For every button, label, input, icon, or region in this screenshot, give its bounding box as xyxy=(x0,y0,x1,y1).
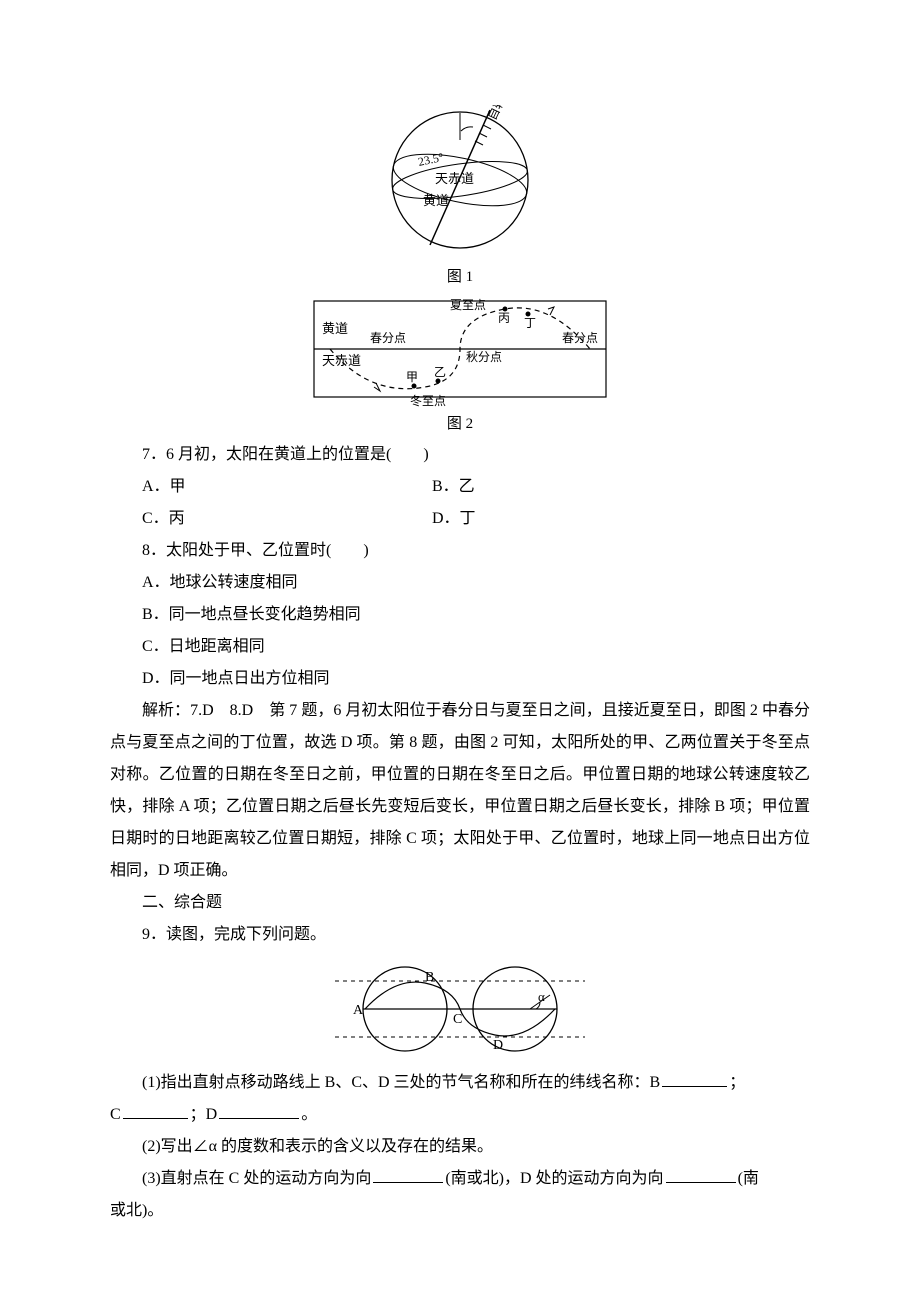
q9-sub2: (2)写出∠α 的度数和表示的含义以及存在的结果。 xyxy=(110,1131,810,1163)
blank-dir-c xyxy=(373,1166,443,1183)
fig2-huangdao: 黄道 xyxy=(322,321,348,336)
fig2-bing: 丙 xyxy=(498,311,510,325)
fig3-alpha: α xyxy=(538,989,545,1004)
fig1-label-tianchi: 天赤道 xyxy=(435,171,474,186)
figure-1-svg: 自转轴 23.5° 天赤道 黄道 xyxy=(365,105,555,260)
q9s1-t4: ；D xyxy=(190,1106,218,1123)
page: 自转轴 23.5° 天赤道 黄道 图 1 黄道 天赤道 春分点 xyxy=(0,0,920,1302)
blank-c xyxy=(123,1102,188,1119)
q7-option-a: A．甲 xyxy=(142,471,432,503)
blank-d xyxy=(219,1102,299,1119)
q9s3-t1: (3)直射点在 C 处的运动方向为向 xyxy=(142,1170,371,1187)
figure-1-caption: 图 1 xyxy=(110,262,810,292)
q9s3-t3: (南 xyxy=(738,1170,759,1187)
figure-2-caption: 图 2 xyxy=(110,409,810,439)
q9-sub1-line2: C ；D 。 xyxy=(110,1099,810,1131)
q9-sub1: (1)指出直射点移动路线上 B、C、D 三处的节气名称和所在的纬线名称：B ； xyxy=(110,1067,810,1099)
q9s3-t4: 或北)。 xyxy=(110,1202,163,1219)
fig2-jia: 甲 xyxy=(406,370,418,384)
q9-sub3: (3)直射点在 C 处的运动方向为向 (南或北)，D 处的运动方向为向 (南 xyxy=(110,1163,810,1195)
fig2-yi: 乙 xyxy=(434,365,446,379)
fig3-A: A xyxy=(353,1003,364,1018)
fig3-B: B xyxy=(425,970,434,985)
fig1-label-axis: 自转轴 xyxy=(484,105,513,122)
q7-option-b: B．乙 xyxy=(432,471,810,503)
fig2-chunfen-l: 春分点 xyxy=(370,331,406,345)
q9-stem: 9．读图，完成下列问题。 xyxy=(110,919,810,951)
q7-options-row1: A．甲 B．乙 xyxy=(110,471,810,503)
fig3-D: D xyxy=(493,1038,503,1053)
fig2-chunfen-r: 春分点 xyxy=(562,331,598,345)
q7-stem: 7．6 月初，太阳在黄道上的位置是( ) xyxy=(110,439,810,471)
blank-dir-d xyxy=(666,1166,736,1183)
fig1-label-angle: 23.5° xyxy=(417,150,445,169)
figure-2-svg: 黄道 天赤道 春分点 春分点 夏至点 秋分点 冬至点 甲 乙 丙 丁 xyxy=(310,297,610,407)
fig2-qiufen: 秋分点 xyxy=(466,350,502,364)
fig2-ding: 丁 xyxy=(524,316,536,330)
q7-options-row2: C．丙 D．丁 xyxy=(110,503,810,535)
fig2-tianchi: 天赤道 xyxy=(322,353,361,368)
explain-7-8: 解析：7.D 8.D 第 7 题，6 月初太阳位于春分日与夏至日之间，且接近夏至… xyxy=(110,695,810,887)
q8-option-a: A．地球公转速度相同 xyxy=(110,567,810,599)
q8-option-d: D．同一地点日出方位相同 xyxy=(110,663,810,695)
fig2-dongzhi: 冬至点 xyxy=(410,393,446,407)
figure-3-svg: A B C D α xyxy=(325,959,595,1059)
q8-option-c: C．日地距离相同 xyxy=(110,631,810,663)
q9s1-t1: (1)指出直射点移动路线上 B、C、D 三处的节气名称和所在的纬线名称：B xyxy=(142,1074,660,1091)
fig3-C: C xyxy=(453,1012,462,1027)
q8-stem: 8．太阳处于甲、乙位置时( ) xyxy=(110,535,810,567)
q9s1-t2: ； xyxy=(729,1074,745,1091)
q9-sub3-line2: 或北)。 xyxy=(110,1195,810,1227)
blank-b xyxy=(662,1070,727,1087)
fig2-xiazhi: 夏至点 xyxy=(450,298,486,312)
figure-2: 黄道 天赤道 春分点 春分点 夏至点 秋分点 冬至点 甲 乙 丙 丁 图 2 xyxy=(110,297,810,439)
figure-1: 自转轴 23.5° 天赤道 黄道 图 1 xyxy=(110,105,810,292)
q9s3-t2: (南或北)，D 处的运动方向为向 xyxy=(445,1170,663,1187)
q9s1-t5: 。 xyxy=(301,1106,317,1123)
q9s1-t3: C xyxy=(110,1106,121,1123)
figure-3: A B C D α xyxy=(110,959,810,1059)
q8-option-b: B．同一地点昼长变化趋势相同 xyxy=(110,599,810,631)
section-2-heading: 二、综合题 xyxy=(110,887,810,919)
q7-option-d: D．丁 xyxy=(432,503,810,535)
fig1-label-huangdao: 黄道 xyxy=(423,193,449,208)
q7-option-c: C．丙 xyxy=(142,503,432,535)
